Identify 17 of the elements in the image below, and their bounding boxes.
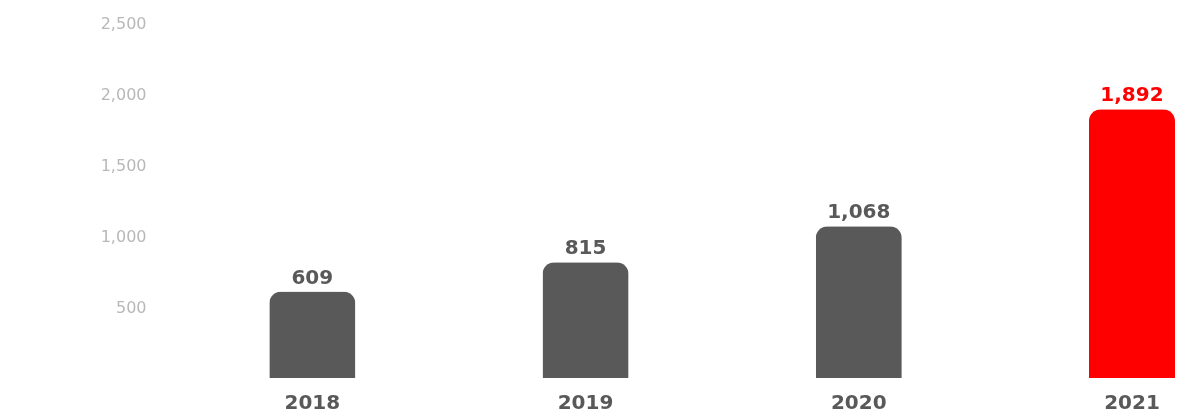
bar [542, 262, 629, 378]
bar [269, 291, 356, 378]
y-tick-label: 1,000 [100, 226, 147, 246]
y-tick-label: 500 [115, 297, 147, 317]
data-label: 1,068 [827, 199, 891, 224]
x-tick-label: 2021 [1104, 389, 1160, 413]
x-tick-label: 2020 [830, 389, 887, 413]
data-label: 609 [291, 264, 334, 289]
bar [1088, 109, 1175, 378]
y-tick-label: 1,500 [100, 155, 147, 175]
data-label: 1,892 [1100, 82, 1164, 107]
data-label: 815 [564, 235, 607, 260]
bar [815, 226, 902, 378]
x-tick-label: 2018 [284, 389, 341, 413]
y-tick-label: 2,500 [100, 13, 147, 33]
x-tick-label: 2019 [557, 389, 614, 413]
y-tick-label: 2,000 [100, 84, 147, 104]
